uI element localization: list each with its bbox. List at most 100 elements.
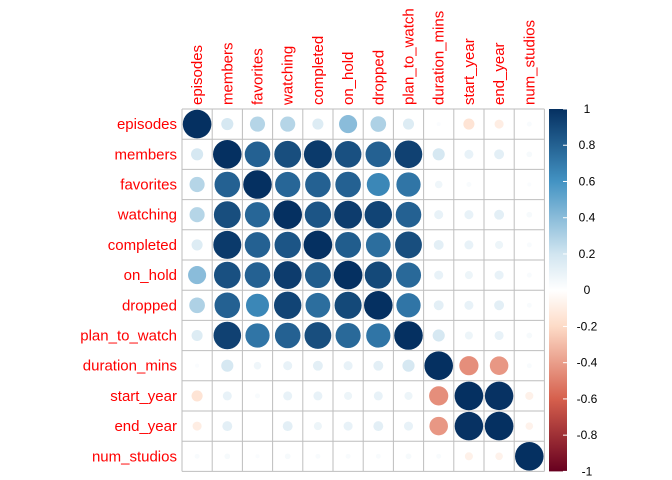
corr-circle-episodes-on_hold (339, 115, 358, 134)
corr-circle-dropped-num_studios (526, 302, 532, 308)
corr-circle-plan_to_watch-duration_mins (432, 329, 445, 342)
corr-circle-duration_mins-end_year (489, 356, 509, 375)
corr-circle-watching-completed (304, 201, 332, 228)
corr-circle-start_year-plan_to_watch (404, 391, 413, 400)
corr-circle-watching-on_hold (334, 200, 363, 229)
corr-circle-plan_to_watch-start_year (464, 331, 473, 340)
column-labels: episodes members favorites watching complete… (189, 8, 538, 106)
corr-circle-plan_to_watch-num_studios (526, 332, 533, 339)
corr-circle-on_hold-favorites (244, 262, 271, 288)
column-label-plan_to_watch: plan_to_watch (401, 8, 418, 105)
corr-circle-dropped-duration_mins (433, 300, 444, 311)
corr-circle-start_year-favorites (255, 393, 260, 399)
corr-circle-watching-duration_mins (434, 210, 444, 220)
corr-circle-start_year-episodes (191, 390, 203, 402)
corr-circle-dropped-dropped (364, 291, 393, 320)
corr-circle-members-plan_to_watch (394, 140, 423, 169)
corr-circle-num_studios-completed (315, 453, 321, 459)
corr-circle-completed-plan_to_watch (395, 231, 422, 259)
corr-circle-favorites-episodes (189, 176, 205, 193)
corr-circle-duration_mins-completed (312, 360, 323, 371)
colorbar-tick-label: -0.4 (577, 356, 598, 370)
column-label-episodes: episodes (189, 45, 206, 105)
corr-circle-members-watching (274, 140, 302, 168)
corr-circle-members-dropped (365, 141, 392, 168)
corr-circle-on_hold-dropped (364, 261, 392, 289)
corr-circle-duration_mins-plan_to_watch (402, 359, 415, 372)
corr-circle-plan_to_watch-dropped (366, 323, 391, 348)
corr-circle-on_hold-on_hold (333, 260, 363, 290)
corr-circle-episodes-duration_mins (436, 122, 441, 127)
corr-circle-on_hold-num_studios (526, 272, 532, 278)
corr-circle-favorites-watching (275, 171, 301, 198)
corr-circle-duration_mins-start_year (459, 356, 479, 376)
row-label-num_studios: num_studios (92, 448, 177, 465)
corr-circle-episodes-start_year (463, 118, 475, 130)
corr-circle-duration_mins-on_hold (343, 361, 353, 371)
column-label-end_year: end_year (491, 42, 508, 105)
corr-circle-num_studios-duration_mins (436, 453, 442, 459)
corr-circle-completed-watching (274, 231, 301, 259)
corr-circle-completed-members (213, 230, 242, 259)
corr-circle-plan_to_watch-on_hold (335, 322, 361, 349)
corr-circle-dropped-members (214, 292, 241, 319)
corr-circle-start_year-start_year (454, 381, 484, 411)
corr-circle-watching-favorites (244, 202, 271, 228)
corr-circle-plan_to_watch-completed (304, 322, 332, 349)
colorbar-tick-label: -1 (582, 464, 593, 478)
corr-circle-completed-duration_mins (433, 239, 444, 250)
colorbar-tick-label: 0.2 (579, 247, 596, 261)
column-label-on_hold: on_hold (340, 52, 357, 105)
corr-circle-end_year-start_year (454, 411, 484, 441)
colorbar-tick-label: 0.4 (579, 211, 596, 225)
corr-circle-watching-start_year (464, 210, 474, 220)
corr-circle-start_year-completed (313, 391, 323, 401)
corr-circle-num_studios-start_year (464, 452, 473, 461)
corr-circle-end_year-watching (282, 421, 293, 432)
corr-circle-completed-start_year (464, 240, 474, 250)
corr-circle-duration_mins-duration_mins (424, 351, 454, 381)
corr-circle-start_year-num_studios (525, 391, 534, 400)
column-label-start_year: start_year (461, 38, 478, 105)
corr-circle-duration_mins-watching (283, 361, 293, 371)
colorbar-gradient (549, 109, 567, 472)
corr-circle-on_hold-completed (304, 262, 331, 289)
corr-circle-completed-num_studios (526, 242, 532, 248)
corr-circle-dropped-on_hold (334, 291, 362, 319)
corr-circle-plan_to_watch-episodes (191, 329, 203, 342)
corr-circle-on_hold-start_year (464, 271, 473, 280)
row-label-duration_mins: duration_mins (83, 358, 177, 375)
colorbar-tick-label: 0.6 (579, 174, 596, 188)
corr-circle-episodes-dropped (370, 116, 387, 132)
row-label-episodes: episodes (117, 116, 177, 133)
row-label-end_year: end_year (114, 418, 177, 435)
corr-circle-favorites-dropped (366, 172, 390, 197)
corr-circle-members-end_year (494, 149, 505, 160)
corr-circle-end_year-num_studios (525, 422, 534, 430)
corr-circle-episodes-completed (312, 118, 324, 130)
corr-circle-episodes-favorites (249, 116, 266, 132)
corr-circle-completed-end_year (495, 240, 504, 249)
corr-circle-episodes-watching (280, 116, 296, 132)
corr-circle-on_hold-end_year (494, 270, 504, 280)
corr-circle-start_year-dropped (373, 391, 383, 401)
row-label-plan_to_watch: plan_to_watch (80, 328, 177, 345)
corr-circle-plan_to_watch-watching (274, 322, 301, 349)
corr-circle-on_hold-duration_mins (434, 270, 444, 280)
corr-circle-duration_mins-episodes (195, 363, 200, 368)
colorbar-tick-label: -0.2 (577, 319, 598, 333)
row-label-watching: watching (117, 207, 177, 224)
corr-circle-dropped-episodes (189, 297, 205, 314)
row-label-start_year: start_year (110, 388, 177, 405)
corr-circle-end_year-duration_mins (429, 416, 448, 436)
corr-circle-favorites-members (214, 171, 241, 198)
corr-circle-end_year-dropped (373, 421, 384, 432)
corr-circle-favorites-start_year (466, 182, 472, 187)
correlation-circles (182, 109, 544, 471)
corr-circle-on_hold-members (213, 261, 241, 289)
row-label-on_hold: on_hold (124, 267, 177, 284)
corr-circle-watching-end_year (494, 209, 505, 220)
corr-circle-episodes-episodes (182, 109, 212, 139)
corr-circle-members-duration_mins (432, 148, 445, 161)
